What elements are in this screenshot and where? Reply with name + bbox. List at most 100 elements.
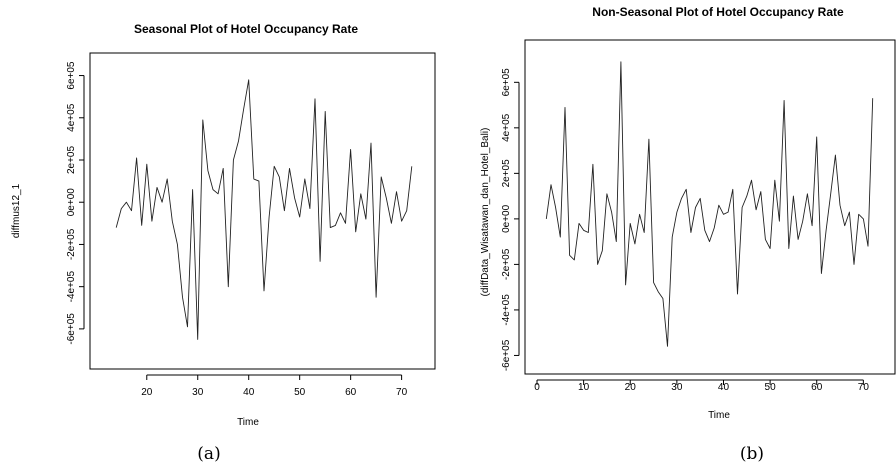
data-point	[289, 168, 290, 169]
panel-a-plot-frame	[89, 52, 436, 370]
x-tick-label: 60	[811, 382, 823, 393]
data-point	[304, 178, 305, 179]
data-point	[370, 143, 371, 144]
data-point	[630, 223, 631, 224]
data-point	[560, 237, 561, 238]
data-point	[550, 184, 551, 185]
data-point	[167, 178, 168, 179]
x-tick-label: 60	[345, 387, 357, 398]
x-tick-label: 30	[192, 387, 204, 398]
data-point	[546, 218, 547, 219]
data-point	[411, 166, 412, 167]
data-point	[816, 136, 817, 137]
data-point	[223, 168, 224, 169]
panel-a-y-axis: -6e+05 -4e+05 -2e+05 0e+00 2e+05 4e+05 6e+05	[66, 61, 85, 345]
series-line	[115, 79, 413, 340]
data-point	[177, 244, 178, 245]
data-point	[218, 193, 219, 194]
data-point	[207, 170, 208, 171]
data-point	[314, 98, 315, 99]
data-point	[126, 202, 127, 203]
data-point	[839, 205, 840, 206]
y-tick-label: -4e+05	[66, 271, 77, 303]
data-point	[830, 193, 831, 194]
data-point	[269, 216, 270, 217]
x-tick-label: 70	[858, 382, 870, 393]
data-point	[676, 212, 677, 213]
data-point	[644, 232, 645, 233]
data-point	[639, 214, 640, 215]
data-point	[320, 261, 321, 262]
data-point	[386, 197, 387, 198]
data-point	[611, 212, 612, 213]
data-point	[718, 205, 719, 206]
panel-b-x-axis-label: Time	[708, 410, 730, 421]
panel-a-title: Seasonal Plot of Hotel Occupancy Rate	[134, 22, 358, 36]
data-point	[662, 298, 663, 299]
data-point	[863, 218, 864, 219]
x-tick-label: 20	[141, 387, 153, 398]
y-tick-label: 6e+05	[501, 68, 512, 97]
y-tick-label: 4e+05	[501, 113, 512, 142]
y-tick-label: -6e+05	[501, 339, 512, 371]
data-point	[858, 214, 859, 215]
data-point	[592, 164, 593, 165]
data-point	[648, 139, 649, 140]
data-point	[793, 196, 794, 197]
data-point	[258, 181, 259, 182]
panel-b-plot-frame	[524, 39, 896, 375]
y-tick-label: 6e+05	[66, 61, 77, 90]
data-point	[309, 208, 310, 209]
data-point	[355, 231, 356, 232]
data-point	[564, 107, 565, 108]
data-point	[182, 297, 183, 298]
x-tick-label: 30	[671, 382, 683, 393]
x-tick-label: 10	[578, 382, 590, 393]
data-point	[867, 246, 868, 247]
panel-b-caption: (b)	[740, 444, 764, 464]
data-point	[704, 230, 705, 231]
x-tick-label: 40	[718, 382, 730, 393]
data-point	[350, 149, 351, 150]
panel-a-y-axis-label: diffmus12_1	[11, 183, 22, 238]
data-point	[574, 259, 575, 260]
data-point	[131, 210, 132, 211]
x-tick-label: 50	[294, 387, 306, 398]
data-point	[401, 221, 402, 222]
data-point	[238, 140, 239, 141]
data-point	[116, 227, 117, 228]
panel-b-y-axis-label: (diffData_Wisatawan_dan_Hotel_Bali)	[480, 128, 491, 297]
data-point	[737, 293, 738, 294]
data-point	[788, 248, 789, 249]
data-point	[156, 187, 157, 188]
data-point	[121, 208, 122, 209]
data-point	[751, 180, 752, 181]
x-tick-label: 20	[625, 382, 637, 393]
data-point	[360, 193, 361, 194]
data-point	[770, 248, 771, 249]
y-tick-label: -2e+05	[501, 248, 512, 280]
data-point	[765, 239, 766, 240]
y-tick-label: 4e+05	[66, 103, 77, 132]
data-point	[376, 297, 377, 298]
data-point	[672, 237, 673, 238]
data-point	[802, 221, 803, 222]
data-point	[667, 346, 668, 347]
data-point	[325, 111, 326, 112]
panel-b-y-axis: -6e+05 -4e+05 -2e+05 0e+00 2e+05 4e+05 6e+05	[501, 68, 520, 371]
data-point	[695, 207, 696, 208]
data-point	[625, 284, 626, 285]
data-point	[202, 119, 203, 120]
data-point	[658, 291, 659, 292]
data-point	[146, 164, 147, 165]
data-point	[798, 239, 799, 240]
x-tick-label: 40	[243, 387, 255, 398]
panel-a-caption: (a)	[197, 444, 220, 464]
panel-b-x-axis: 0 10 20 30 40 50 60 70	[534, 379, 870, 393]
data-point	[653, 282, 654, 283]
data-point	[274, 166, 275, 167]
panel-b-title: Non-Seasonal Plot of Hotel Occupancy Rat…	[592, 5, 844, 19]
data-point	[555, 207, 556, 208]
data-point	[728, 212, 729, 213]
